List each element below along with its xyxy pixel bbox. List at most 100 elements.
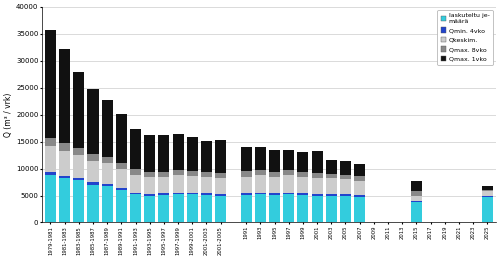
Bar xyxy=(298,177,308,193)
Bar xyxy=(298,195,308,222)
Bar xyxy=(102,100,112,157)
Bar xyxy=(255,175,266,193)
Bar xyxy=(354,197,365,222)
Bar xyxy=(354,181,365,195)
Bar xyxy=(312,173,322,178)
Bar xyxy=(411,201,422,202)
Bar xyxy=(186,137,198,171)
Bar xyxy=(201,193,212,195)
Bar xyxy=(482,191,493,196)
Bar xyxy=(312,152,322,173)
Bar xyxy=(74,148,85,155)
Bar xyxy=(186,176,198,193)
Bar xyxy=(130,175,141,192)
Bar xyxy=(482,186,493,190)
Bar xyxy=(326,194,337,196)
Legend: laskuteltu je-
määrä, Qmin. 4vko, Qkeskim., Qmax. 8vko, Qmax. 1vko: laskuteltu je- määrä, Qmin. 4vko, Qkeski… xyxy=(438,10,492,65)
Bar xyxy=(158,135,170,172)
Bar xyxy=(74,155,85,178)
Bar xyxy=(59,178,70,222)
Bar xyxy=(88,154,99,161)
Bar xyxy=(144,194,156,196)
Bar xyxy=(411,196,422,201)
Bar xyxy=(74,178,85,181)
Bar xyxy=(255,170,266,175)
Bar xyxy=(116,188,127,190)
Bar xyxy=(88,89,99,154)
Bar xyxy=(255,147,266,170)
Bar xyxy=(59,151,70,176)
Bar xyxy=(312,194,322,196)
Bar xyxy=(172,175,184,193)
Bar xyxy=(201,195,212,222)
Bar xyxy=(215,178,226,194)
Bar xyxy=(269,172,280,177)
Bar xyxy=(326,174,337,178)
Bar xyxy=(215,173,226,178)
Bar xyxy=(354,176,365,181)
Bar xyxy=(45,172,56,175)
Bar xyxy=(144,177,156,194)
Bar xyxy=(240,195,252,222)
Bar xyxy=(411,191,422,196)
Bar xyxy=(88,182,99,185)
Bar xyxy=(340,196,351,222)
Bar xyxy=(74,181,85,222)
Bar xyxy=(88,161,99,182)
Bar xyxy=(116,114,127,163)
Bar xyxy=(298,193,308,195)
Bar xyxy=(172,195,184,222)
Bar xyxy=(482,197,493,222)
Bar xyxy=(215,194,226,196)
Bar xyxy=(298,152,308,172)
Bar xyxy=(130,129,141,169)
Bar xyxy=(102,163,112,184)
Bar xyxy=(283,170,294,175)
Bar xyxy=(45,30,56,138)
Bar xyxy=(354,195,365,197)
Bar xyxy=(215,196,226,222)
Bar xyxy=(186,193,198,195)
Bar xyxy=(144,135,156,172)
Y-axis label: Q (m³ / vrk): Q (m³ / vrk) xyxy=(4,92,13,137)
Bar xyxy=(354,164,365,176)
Bar xyxy=(326,196,337,222)
Bar xyxy=(269,150,280,172)
Bar xyxy=(255,195,266,222)
Bar xyxy=(45,146,56,172)
Bar xyxy=(116,169,127,188)
Bar xyxy=(411,202,422,222)
Bar xyxy=(340,175,351,179)
Bar xyxy=(269,195,280,222)
Bar xyxy=(116,190,127,222)
Bar xyxy=(340,179,351,195)
Bar xyxy=(186,171,198,176)
Bar xyxy=(411,182,422,191)
Bar xyxy=(312,178,322,194)
Bar xyxy=(158,193,170,195)
Bar xyxy=(326,160,337,174)
Bar xyxy=(102,157,112,163)
Bar xyxy=(172,170,184,175)
Bar xyxy=(45,138,56,146)
Bar xyxy=(255,193,266,195)
Bar xyxy=(144,196,156,222)
Bar xyxy=(240,193,252,195)
Bar xyxy=(74,72,85,148)
Bar xyxy=(130,169,141,175)
Bar xyxy=(269,177,280,193)
Bar xyxy=(283,175,294,193)
Bar xyxy=(482,196,493,197)
Bar xyxy=(340,195,351,196)
Bar xyxy=(215,140,226,173)
Bar xyxy=(158,172,170,177)
Bar xyxy=(326,178,337,194)
Bar xyxy=(283,150,294,170)
Bar xyxy=(59,176,70,178)
Bar xyxy=(482,190,493,191)
Bar xyxy=(45,175,56,222)
Bar xyxy=(240,177,252,193)
Bar xyxy=(201,141,212,172)
Bar xyxy=(240,147,252,171)
Bar xyxy=(201,177,212,193)
